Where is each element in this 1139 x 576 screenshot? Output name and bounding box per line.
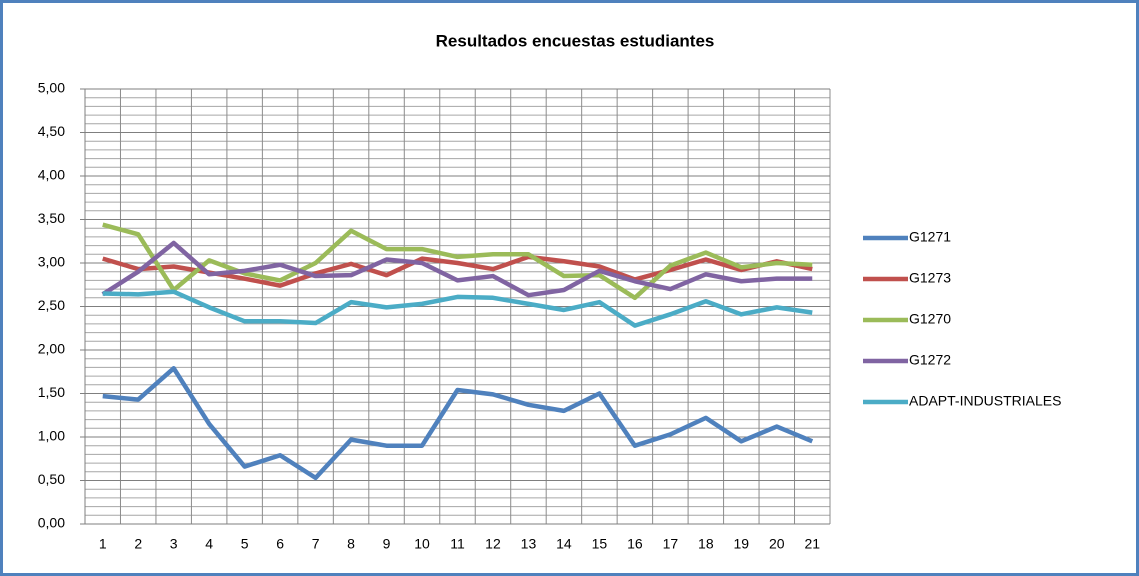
- x-tick-label: 17: [663, 536, 679, 552]
- x-tick-label: 2: [134, 536, 142, 552]
- y-tick-label: 1,50: [38, 384, 65, 400]
- series-line: [102, 222, 813, 301]
- x-tick-label: 3: [170, 536, 178, 552]
- x-tick-label: 8: [347, 536, 355, 552]
- legend-label: ADAPT-INDUSTRIALES: [909, 393, 1061, 409]
- legend-label: G1273: [909, 270, 951, 286]
- x-tick-label: 11: [450, 536, 465, 552]
- x-tick-label: 20: [769, 536, 785, 552]
- y-tick-label: 0,50: [38, 471, 65, 487]
- legend-label: G1271: [909, 229, 951, 245]
- x-tick-label: 19: [734, 536, 750, 552]
- series-line: [102, 366, 814, 481]
- series-line: [102, 289, 813, 328]
- y-tick-label: 4,50: [38, 123, 65, 139]
- x-tick-label: 18: [698, 536, 714, 552]
- x-tick-label: 21: [804, 536, 820, 552]
- y-tick-label: 2,50: [38, 297, 65, 313]
- x-tick-label: 9: [383, 536, 391, 552]
- x-tick-label: 13: [521, 536, 537, 552]
- x-tick-label: 10: [414, 536, 430, 552]
- legend-label: G1272: [909, 352, 951, 368]
- x-tick-label: 6: [276, 536, 284, 552]
- x-tick-label: 5: [241, 536, 249, 552]
- x-tick-label: 16: [627, 536, 643, 552]
- y-tick-label: 0,00: [38, 515, 65, 531]
- x-tick-label: 4: [205, 536, 213, 552]
- y-tick-label: 3,00: [38, 254, 65, 270]
- y-tick-label: 4,00: [38, 167, 65, 183]
- series-line: [101, 240, 813, 298]
- y-tick-label: 5,00: [38, 80, 65, 96]
- chart-title: Resultados encuestas estudiantes: [436, 31, 715, 50]
- x-tick-label: 1: [99, 536, 107, 552]
- legend-label: G1270: [909, 311, 951, 327]
- x-tick-label: 7: [312, 536, 320, 552]
- y-tick-label: 3,50: [38, 210, 65, 226]
- x-tick-label: 14: [556, 536, 572, 552]
- x-tick-label: 15: [592, 536, 608, 552]
- y-tick-label: 2,00: [38, 341, 65, 357]
- y-tick-label: 1,00: [38, 428, 65, 444]
- x-tick-label: 12: [485, 536, 501, 552]
